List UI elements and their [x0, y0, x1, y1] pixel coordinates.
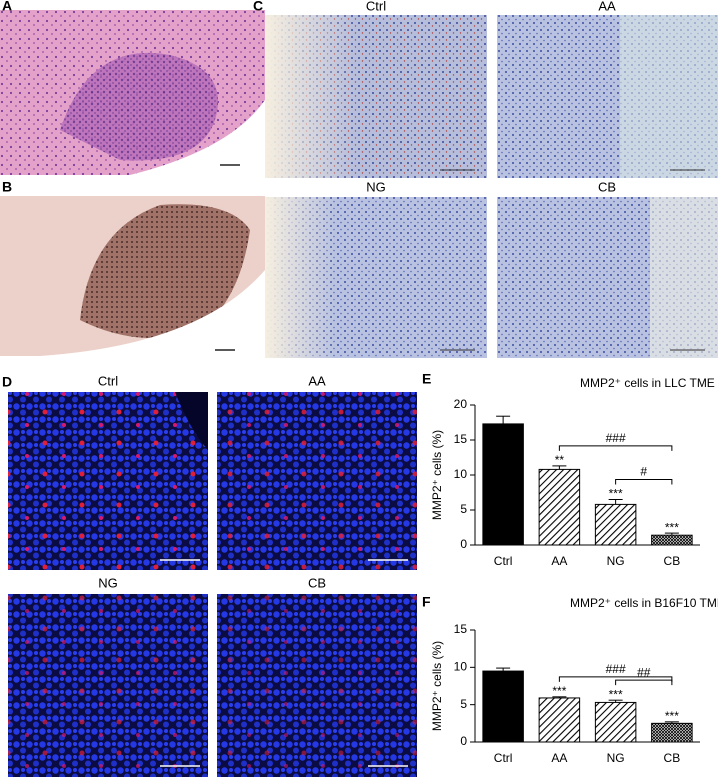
bracket: [615, 479, 673, 485]
image-caption: NG: [98, 575, 118, 590]
fluo-red: [217, 392, 417, 570]
image-caption: AA: [598, 0, 616, 13]
image-caption: CB: [308, 575, 326, 590]
y-tick-label: 10: [454, 660, 468, 674]
y-tick-label: 5: [460, 502, 467, 516]
image-caption: NG: [366, 179, 386, 194]
chart-title: MMP2⁺ cells in LLC TME: [580, 376, 715, 390]
scale-bars: [440, 169, 705, 351]
significance: ***: [665, 709, 679, 723]
dark-area: [175, 392, 208, 450]
x-tick-label: AA: [551, 751, 567, 765]
image-caption: CB: [598, 179, 616, 194]
bar: [594, 701, 637, 743]
significance: ***: [665, 520, 679, 534]
x-tick-label: NG: [607, 751, 625, 765]
bar: [651, 722, 693, 743]
x-tick-label: CB: [664, 554, 681, 568]
y-tick-label: 0: [460, 734, 467, 748]
fluo-red: [8, 392, 208, 570]
x-tick-label: Ctrl: [494, 554, 513, 568]
bar: [482, 670, 524, 743]
bar: [594, 503, 637, 546]
fluorescence-images: [8, 392, 417, 777]
panel-label: F: [422, 594, 431, 610]
blank-area: [620, 15, 718, 178]
background: [40, 270, 265, 356]
bracket: [558, 445, 673, 451]
y-tick-label: 15: [454, 622, 468, 636]
bracket-label: ###: [606, 431, 626, 445]
fluo-red: [217, 594, 417, 777]
blank-area: [265, 15, 355, 178]
bracket: [558, 676, 673, 682]
panel-label: C: [253, 0, 263, 14]
y-tick-label: 0: [460, 537, 467, 551]
y-axis-label: MMP2⁺ cells (%): [430, 430, 444, 520]
blank-area: [650, 197, 718, 358]
bracket-label: ##: [637, 665, 651, 679]
image-caption: Ctrl: [366, 0, 386, 13]
x-tick-label: AA: [551, 554, 567, 568]
background: [130, 100, 265, 175]
x-tick-label: CB: [664, 751, 681, 765]
y-tick-label: 15: [454, 432, 468, 446]
bar: [538, 468, 581, 546]
bracket-label: #: [640, 465, 647, 479]
panel-label: A: [2, 0, 12, 14]
dense-region: [60, 52, 218, 161]
bar: [482, 423, 524, 546]
x-tick-label: Ctrl: [494, 751, 513, 765]
panel-label: E: [422, 371, 431, 387]
fluo-red: [8, 594, 208, 777]
bar: [538, 697, 581, 743]
y-tick-label: 10: [454, 467, 468, 481]
x-tick-label: NG: [607, 554, 625, 568]
image-caption: Ctrl: [98, 373, 118, 388]
bracket: [615, 679, 673, 686]
significance: ***: [609, 487, 623, 501]
y-tick-label: 20: [454, 397, 468, 411]
bar: [651, 534, 693, 546]
bracket-label: ###: [606, 662, 626, 676]
image-caption: AA: [308, 373, 326, 388]
y-tick-label: 5: [460, 697, 467, 711]
chart-title: MMP2⁺ cells in B16F10 TME: [570, 596, 718, 610]
panel-label: D: [2, 374, 12, 390]
y-axis-label: MMP2⁺ cells (%): [430, 641, 444, 731]
panel-label: B: [2, 179, 12, 195]
dense-region: [80, 204, 250, 338]
scale-bars: [160, 559, 408, 767]
significance: **: [555, 453, 565, 467]
significance: ***: [609, 687, 623, 701]
significance: ***: [552, 684, 566, 698]
blank-area: [265, 197, 335, 358]
